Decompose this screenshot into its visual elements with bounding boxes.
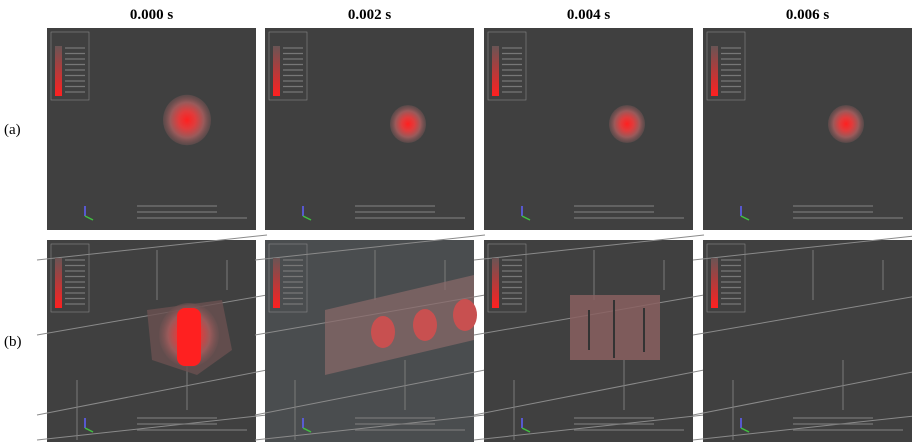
- stress-contour: [371, 316, 395, 348]
- sim-panel: [37, 235, 267, 442]
- column-header: 0.000 s: [130, 7, 174, 23]
- sim-panel: [474, 235, 704, 442]
- panel-bg: [703, 240, 912, 442]
- legend-bar: [273, 46, 280, 96]
- sim-panel: [703, 28, 912, 230]
- row-label: (a): [4, 122, 21, 138]
- sim-panel: [484, 28, 693, 230]
- stress-contour: [163, 95, 211, 145]
- legend-bar: [55, 46, 62, 96]
- stress-contour: [413, 309, 437, 341]
- panel-bg: [703, 28, 912, 230]
- legend-bar: [55, 258, 62, 308]
- sim-panel: [255, 235, 485, 442]
- legend-bar: [492, 258, 499, 308]
- column-header: 0.002 s: [348, 7, 392, 23]
- stress-contour: [609, 105, 645, 143]
- stress-contour: [453, 299, 477, 331]
- stress-contour: [390, 105, 426, 143]
- column-header: 0.004 s: [567, 7, 611, 23]
- panel-bg: [265, 28, 474, 230]
- legend-bar: [492, 46, 499, 96]
- legend-bar: [711, 258, 718, 308]
- stress-contour: [177, 308, 201, 366]
- figure: 0.000 s 0.002 s 0.004 s 0.006 s (a) (b): [0, 0, 912, 444]
- legend-bar: [711, 46, 718, 96]
- sim-panel: [47, 28, 256, 230]
- row-label: (b): [4, 334, 22, 350]
- sim-panel: [265, 28, 474, 230]
- panel-bg: [47, 28, 256, 230]
- sim-panel: [693, 235, 912, 442]
- legend-bar: [273, 258, 280, 308]
- panel-bg: [484, 28, 693, 230]
- column-header: 0.006 s: [786, 7, 830, 23]
- stress-contour: [828, 105, 864, 143]
